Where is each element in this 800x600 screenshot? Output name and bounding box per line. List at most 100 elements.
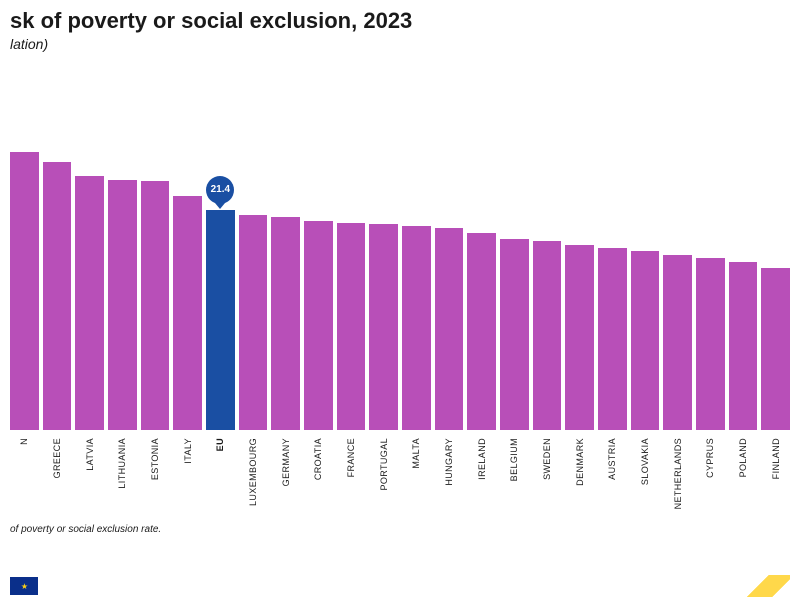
bar (10, 152, 39, 430)
bar (141, 181, 170, 430)
bar-slot (75, 70, 104, 430)
bar (631, 251, 660, 430)
bar (598, 248, 627, 430)
bar (402, 226, 431, 430)
x-axis-label: SWEDEN (542, 438, 552, 480)
x-axis-label: AUSTRIA (607, 438, 617, 480)
eurostat-mark-icon (740, 575, 790, 597)
bar-slot (402, 70, 431, 430)
x-axis-label: EU (215, 438, 225, 451)
bar-slot (10, 70, 39, 430)
x-label-slot: ESTONIA (141, 432, 170, 522)
bar-slot: 21.4 (206, 70, 235, 430)
x-label-slot: ITALY (173, 432, 202, 522)
bar (108, 180, 137, 430)
value-callout: 21.4 (206, 176, 234, 204)
x-axis-label: LITHUANIA (117, 438, 127, 489)
x-label-slot: GREECE (43, 432, 72, 522)
bar (565, 245, 594, 430)
x-label-slot: GERMANY (271, 432, 300, 522)
bar-slot (43, 70, 72, 430)
bar (435, 228, 464, 430)
x-label-slot: FINLAND (761, 432, 790, 522)
bar (43, 162, 72, 430)
x-axis-labels: N GREECE LATVIA LITHUANIA ESTONIA ITALY EU LUXE… (10, 432, 790, 522)
x-label-slot: BELGIUM (500, 432, 529, 522)
x-axis-label: CYPRUS (705, 438, 715, 478)
bar (533, 241, 562, 430)
x-label-slot: LUXEMBOURG (239, 432, 268, 522)
bar-slot (565, 70, 594, 430)
bar (696, 258, 725, 430)
plot-area: 21.4 (10, 70, 790, 430)
chart-footnote: of poverty or social exclusion rate. (10, 524, 161, 535)
chart-footer: ★ (0, 572, 800, 600)
bar-slot (696, 70, 725, 430)
x-axis-label: DENMARK (575, 438, 585, 486)
x-axis-label: SLOVAKIA (640, 438, 650, 485)
bar (467, 233, 496, 430)
bar (239, 215, 268, 430)
bar-slot (239, 70, 268, 430)
bar (271, 217, 300, 430)
x-axis-label: FRANCE (346, 438, 356, 477)
x-label-slot: LATVIA (75, 432, 104, 522)
bar-slot (173, 70, 202, 430)
x-axis-label: HUNGARY (444, 438, 454, 486)
x-axis-label: LATVIA (85, 438, 95, 471)
x-axis-label: POLAND (738, 438, 748, 477)
chart-frame: sk of poverty or social exclusion, 2023 … (0, 0, 800, 600)
x-label-slot: PORTUGAL (369, 432, 398, 522)
x-label-slot: N (10, 432, 39, 522)
x-label-slot: NETHERLANDS (663, 432, 692, 522)
x-label-slot: HUNGARY (435, 432, 464, 522)
bar-slot (435, 70, 464, 430)
eu-flag-icon: ★ (10, 577, 38, 595)
x-label-slot: EU (206, 432, 235, 522)
x-label-slot: IRELAND (467, 432, 496, 522)
x-label-slot: SLOVAKIA (631, 432, 660, 522)
bar-slot (304, 70, 333, 430)
bar-highlight (206, 210, 235, 430)
bar (75, 176, 104, 430)
bar (369, 224, 398, 430)
x-axis-label: FINLAND (771, 438, 781, 479)
bar (337, 223, 366, 430)
bar (304, 221, 333, 430)
x-label-slot: FRANCE (337, 432, 366, 522)
x-axis-label: N (19, 438, 29, 445)
x-axis-label: LUXEMBOURG (248, 438, 258, 506)
title-block: sk of poverty or social exclusion, 2023 … (10, 8, 412, 52)
bar-slot (141, 70, 170, 430)
x-label-slot: SWEDEN (533, 432, 562, 522)
x-axis-label: IRELAND (477, 438, 487, 480)
x-axis-label: ESTONIA (150, 438, 160, 480)
x-label-slot: DENMARK (565, 432, 594, 522)
x-label-slot: MALTA (402, 432, 431, 522)
x-axis-label: BELGIUM (509, 438, 519, 481)
bar (173, 196, 202, 431)
x-axis-label: GREECE (52, 438, 62, 478)
x-axis-label: GERMANY (281, 438, 291, 486)
bar (761, 268, 790, 431)
x-label-slot: LITHUANIA (108, 432, 137, 522)
x-label-slot: CROATIA (304, 432, 333, 522)
x-axis-label: MALTA (411, 438, 421, 469)
bar-slot (337, 70, 366, 430)
x-label-slot: CYPRUS (696, 432, 725, 522)
bars-row: 21.4 (10, 70, 790, 430)
bar-slot (369, 70, 398, 430)
x-axis-label: CROATIA (313, 438, 323, 480)
x-axis-label: ITALY (183, 438, 193, 464)
chart-subtitle: lation) (10, 36, 412, 52)
bar-slot (663, 70, 692, 430)
bar-slot (271, 70, 300, 430)
x-axis-label: PORTUGAL (379, 438, 389, 491)
bar (663, 255, 692, 430)
x-axis-label: NETHERLANDS (673, 438, 683, 509)
bar-slot (761, 70, 790, 430)
bar (500, 239, 529, 430)
bar-slot (729, 70, 758, 430)
bar (729, 262, 758, 430)
bar-slot (500, 70, 529, 430)
